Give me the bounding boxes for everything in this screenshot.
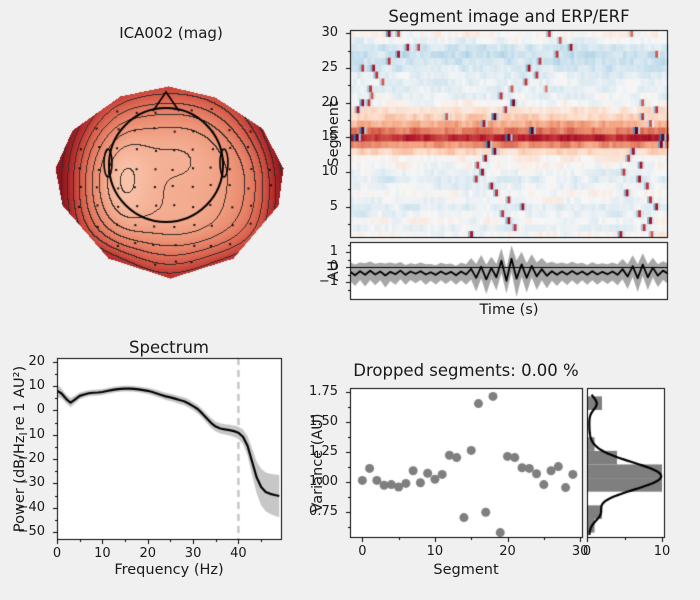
tick-label: 0 <box>358 544 367 559</box>
tick-label: 1.00 <box>309 473 338 489</box>
tick-label: −40 <box>17 499 45 515</box>
tick-label: 20 <box>321 94 338 110</box>
tick-label: 1.50 <box>309 413 338 429</box>
tick-label: −50 <box>17 523 45 539</box>
topomap-title: ICA002 (mag) <box>119 24 223 42</box>
segment-image-title: Segment image and ERP/ERF <box>388 7 630 26</box>
time-xlabel: Time (s) <box>479 302 539 318</box>
tick-label: 0 <box>329 259 338 275</box>
tick-label: 10 <box>321 164 338 180</box>
tick-label: 30 <box>184 546 202 561</box>
tick-label: 10 <box>28 378 45 394</box>
dropped-segments-title: Dropped segments: 0.00 % <box>353 361 579 380</box>
tick-label: 0.75 <box>309 503 338 519</box>
tick-label: 20 <box>28 353 45 369</box>
tick-label: −1 <box>318 274 338 289</box>
tick-label: −20 <box>17 451 45 467</box>
tick-label: 30 <box>571 544 589 559</box>
tick-label: 1.75 <box>309 383 338 399</box>
tick-label: 15 <box>321 129 338 145</box>
tick-label: 0 <box>36 402 45 418</box>
tick-label: 25 <box>321 60 338 76</box>
tick-label: 1 <box>329 244 338 260</box>
tick-label: 10 <box>653 544 671 559</box>
tick-label: −10 <box>17 426 45 442</box>
tick-label: −30 <box>17 475 45 491</box>
tick-label: 20 <box>499 544 516 559</box>
tick-label: 10 <box>426 544 444 559</box>
segment-xlabel: Segment <box>433 562 499 578</box>
tick-label: 20 <box>139 546 156 561</box>
tick-label: 40 <box>230 546 247 561</box>
frequency-xlabel: Frequency (Hz) <box>114 562 224 578</box>
tick-label: 0 <box>52 546 62 561</box>
tick-label: 5 <box>329 198 338 214</box>
spectrum-title: Spectrum <box>129 338 209 357</box>
tick-label: 30 <box>321 25 338 41</box>
tick-label: 1.25 <box>309 443 338 459</box>
tick-label: 0 <box>582 544 592 559</box>
tick-label: 10 <box>94 546 111 561</box>
